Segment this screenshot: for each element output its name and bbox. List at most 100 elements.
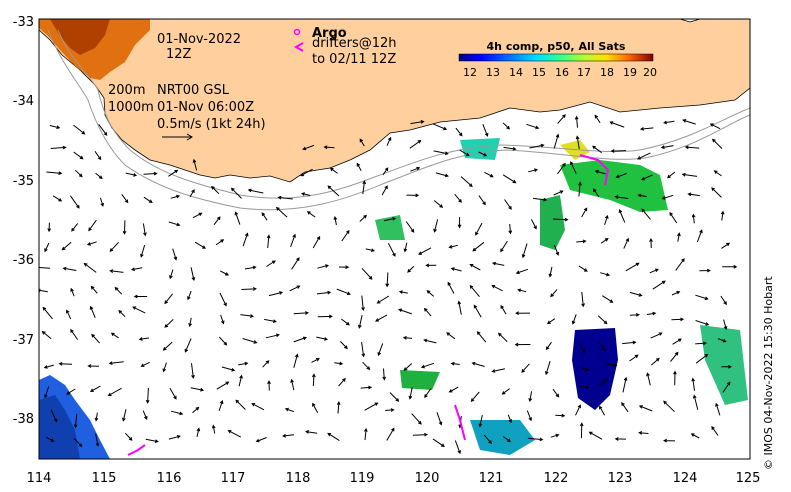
colorbar-tick: 19 [623,66,637,79]
current-arrow [143,171,158,176]
current-arrow [89,385,101,392]
current-arrow [221,366,236,372]
current-arrow [614,437,627,441]
current-arrow [574,115,579,128]
current-arrow [570,161,577,174]
current-arrow [317,314,333,319]
current-arrow [571,314,577,325]
current-arrow [450,267,462,272]
current-arrow [69,195,80,209]
current-arrow [476,331,487,343]
x-tick-label: 114 [27,471,52,486]
current-arrow [503,146,517,151]
current-arrow [663,120,675,125]
current-arrow [311,358,320,363]
current-arrow [66,309,72,320]
current-arrow [386,136,392,146]
current-arrow [275,206,288,218]
current-arrow [432,123,448,131]
current-arrow [44,242,50,253]
current-arrow [711,187,722,198]
colorbar-ticks: 12 13 14 15 16 17 18 19 20 [463,66,657,79]
current-arrow [323,145,335,150]
altimetry-source: NRT00 GSL [157,83,230,98]
current-arrow [359,138,365,147]
current-arrow [94,412,99,422]
current-arrow [327,432,340,442]
current-arrow [70,287,75,297]
current-arrow [316,336,329,341]
current-arrow [721,242,731,249]
current-arrow [602,295,614,303]
current-arrow [187,290,192,301]
current-arrow [338,377,346,387]
colorbar-tick: 20 [643,66,657,79]
current-arrow [578,265,588,272]
current-arrow [515,311,530,316]
current-arrow [515,268,529,275]
current-arrow [673,370,677,386]
current-arrow [312,235,321,249]
current-arrow [168,435,181,440]
current-arrow [711,425,719,436]
current-arrow [483,434,492,445]
current-arrow [478,151,488,157]
x-tick-label: 125 [736,471,761,486]
current-arrow [282,433,295,438]
x-tick-label: 120 [415,471,440,486]
current-arrow [666,171,676,179]
current-arrow [398,290,408,294]
current-arrow [484,171,494,178]
current-arrow [131,267,143,272]
current-arrow [696,229,703,243]
current-arrow [300,168,313,177]
current-arrow [550,289,558,298]
current-arrow [194,241,206,249]
current-arrow [599,405,606,416]
current-arrow [526,123,540,130]
current-arrow [216,381,230,390]
current-arrow [361,267,373,280]
current-arrow [409,140,422,149]
current-arrow [50,145,67,150]
sst-patch-teal-south [470,420,535,455]
current-arrow [73,124,86,135]
current-arrow [277,195,293,200]
current-arrow [614,195,629,199]
current-arrow [91,333,100,344]
current-arrow [411,413,422,425]
x-tick-label: 121 [479,471,504,486]
current-arrow [503,436,511,443]
current-arrow [638,405,653,412]
current-arrow [533,197,548,202]
current-arrow [528,168,539,173]
current-arrow [376,295,390,304]
current-arrow [290,378,295,391]
x-tick-label: 116 [157,471,182,486]
argo-marker-icon [293,28,301,36]
current-arrow [432,438,445,447]
current-arrow [219,270,230,276]
current-arrow [364,402,379,411]
current-arrow [268,291,284,297]
current-arrow [423,338,437,344]
current-arrow [191,363,195,379]
current-arrow [262,360,270,368]
current-arrow [133,294,148,299]
current-arrow [500,304,507,315]
current-arrow [471,361,485,367]
drifter-track-3 [127,444,146,456]
sst-patch-southwest-dark [39,395,80,459]
current-arrow [95,433,100,447]
current-arrow [100,197,104,207]
current-arrow [242,338,258,344]
current-arrow [340,341,348,350]
current-arrow [692,394,699,410]
current-arrow [145,387,150,404]
current-arrow [529,143,545,149]
current-arrow [641,208,651,220]
current-arrow [240,314,255,318]
current-arrow [677,232,681,242]
current-arrow [132,306,146,314]
current-arrow [220,314,225,325]
